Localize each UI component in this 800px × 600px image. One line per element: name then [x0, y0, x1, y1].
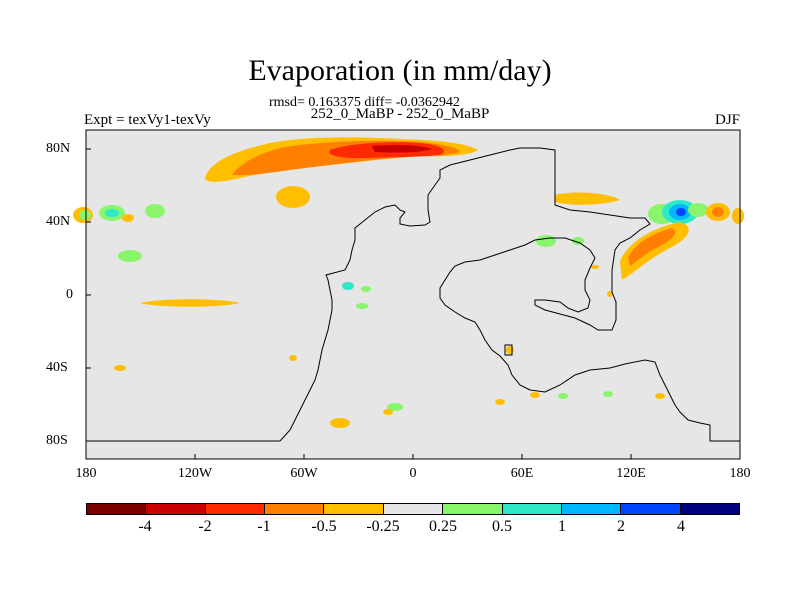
colorbar-label: 2 [617, 518, 625, 535]
x-tick-label: 120W [177, 466, 213, 481]
colorbar-box [146, 504, 206, 514]
colorbar-box [502, 504, 562, 514]
x-tick-label: 180 [75, 466, 97, 481]
colorbar-label: 0.5 [492, 518, 512, 535]
plot-area [86, 130, 740, 459]
colorbar-label: -1 [257, 518, 271, 535]
colorbar-box [621, 504, 681, 514]
colorbar [86, 503, 740, 515]
case-label: 252_0_MaBP - 252_0_MaBP [310, 106, 490, 122]
colorbar-label: -2 [198, 518, 212, 535]
colorbar-label: 0.25 [429, 518, 457, 535]
y-tick-label: 0 [66, 287, 73, 302]
experiment-label: Expt = texVy1-texVy [84, 112, 211, 128]
y-tick-label: 80S [46, 433, 68, 448]
colorbar-box [265, 504, 325, 514]
tick-marks [86, 148, 632, 459]
colorbar-label: -4 [138, 518, 152, 535]
colorbar-label: 4 [677, 518, 685, 535]
x-tick-label: 60E [510, 466, 534, 481]
colorbar-box [680, 504, 739, 514]
x-tick-label: 120E [616, 466, 646, 481]
season-label: DJF [714, 112, 740, 128]
colorbar-label: 1 [558, 518, 566, 535]
colorbar-box [443, 504, 503, 514]
colorbar-box [383, 504, 444, 514]
colorbar-box [205, 504, 266, 514]
y-tick-label: 80N [46, 141, 71, 156]
stats-label: rmsd= 0.163375 diff= -0.0362942 [269, 95, 460, 110]
colorbar-box [561, 504, 622, 514]
y-tick-label: 40N [46, 214, 71, 229]
colorbar-box [324, 504, 384, 514]
y-tick-label: 40S [46, 360, 68, 375]
land-outlines [86, 147, 740, 442]
x-tick-label: 180 [729, 466, 751, 481]
x-tick-label: 60W [290, 466, 318, 481]
chart-title: Evaporation (in mm/day) [248, 54, 552, 87]
colorbar-box [87, 504, 147, 514]
anomaly-contours [73, 137, 744, 428]
colorbar-label: -0.5 [311, 518, 337, 535]
colorbar-label: -0.25 [366, 518, 400, 535]
x-tick-label: 0 [409, 466, 417, 481]
